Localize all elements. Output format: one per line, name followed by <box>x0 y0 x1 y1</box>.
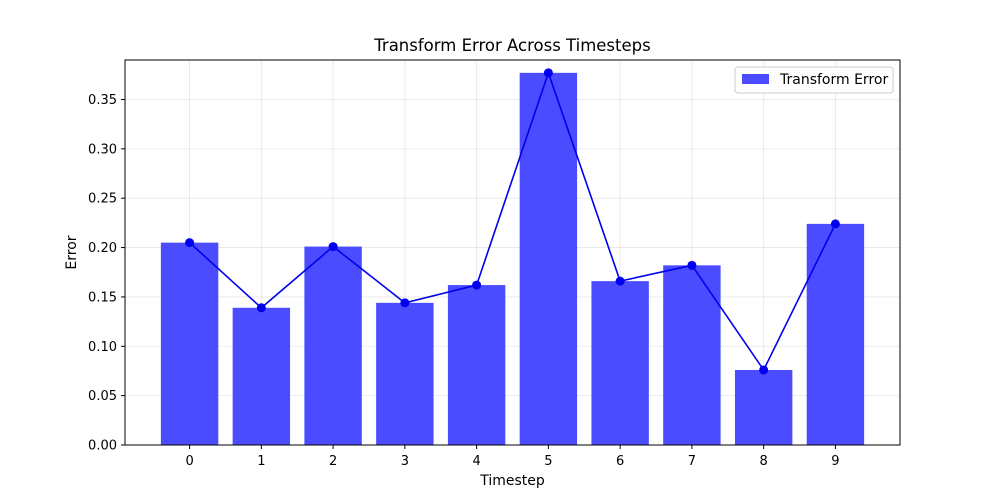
plot-frame <box>124 59 901 446</box>
x-tick-label: 5 <box>544 454 552 469</box>
bar <box>232 307 291 445</box>
legend-box <box>734 66 894 94</box>
line-marker <box>185 238 195 248</box>
series-line <box>189 70 837 372</box>
x-tick-label: 4 <box>472 454 480 469</box>
y-tick-label: 0.00 <box>88 439 117 454</box>
y-axis-title: Error <box>64 235 80 269</box>
line-marker <box>687 260 697 270</box>
x-tick-label: 2 <box>329 454 337 469</box>
chart-title: Transform Error Across Timesteps <box>373 36 650 55</box>
legend-label: Transform Error <box>779 72 888 88</box>
line-marker <box>328 242 338 252</box>
line-marker <box>615 276 625 286</box>
y-tick-label: 0.15 <box>88 290 117 305</box>
bar <box>806 223 865 445</box>
x-tick-label: 1 <box>257 454 265 469</box>
y-tick-label: 0.10 <box>88 340 117 355</box>
y-tick-label: 0.35 <box>88 93 117 108</box>
bar <box>663 265 721 445</box>
bar <box>160 242 219 445</box>
x-tick-label: 6 <box>616 454 624 469</box>
x-tick-label: 0 <box>185 454 193 469</box>
bar <box>376 302 434 445</box>
x-tick-label: 8 <box>760 454 768 469</box>
bar <box>734 369 793 445</box>
bar <box>447 285 506 445</box>
line-marker <box>400 298 410 308</box>
line-marker <box>543 68 553 78</box>
y-tick-label: 0.05 <box>88 389 117 404</box>
bar <box>304 246 362 445</box>
x-tick-label: 3 <box>401 454 409 469</box>
y-tick-label: 0.25 <box>88 192 117 207</box>
legend: Transform Error <box>734 66 894 94</box>
line-marker <box>830 219 840 229</box>
x-axis-title: Timestep <box>479 473 545 489</box>
bars-layer <box>160 72 865 445</box>
line-marker <box>256 303 266 313</box>
y-tick-label: 0.30 <box>88 142 117 157</box>
line-layer <box>185 68 840 375</box>
legend-swatch <box>742 74 769 84</box>
bar <box>519 72 578 445</box>
x-tick-label: 9 <box>831 454 839 469</box>
axes-layer: 0 1 2 3 4 5 6 7 8 9 0.00 0.05 0.10 0.15 0.20 0.25 0.30 0.… <box>88 93 840 469</box>
x-tick-label: 7 <box>688 454 696 469</box>
line-marker <box>759 365 769 375</box>
bar <box>591 281 649 445</box>
y-tick-label: 0.20 <box>88 241 117 256</box>
line-marker <box>472 280 482 290</box>
